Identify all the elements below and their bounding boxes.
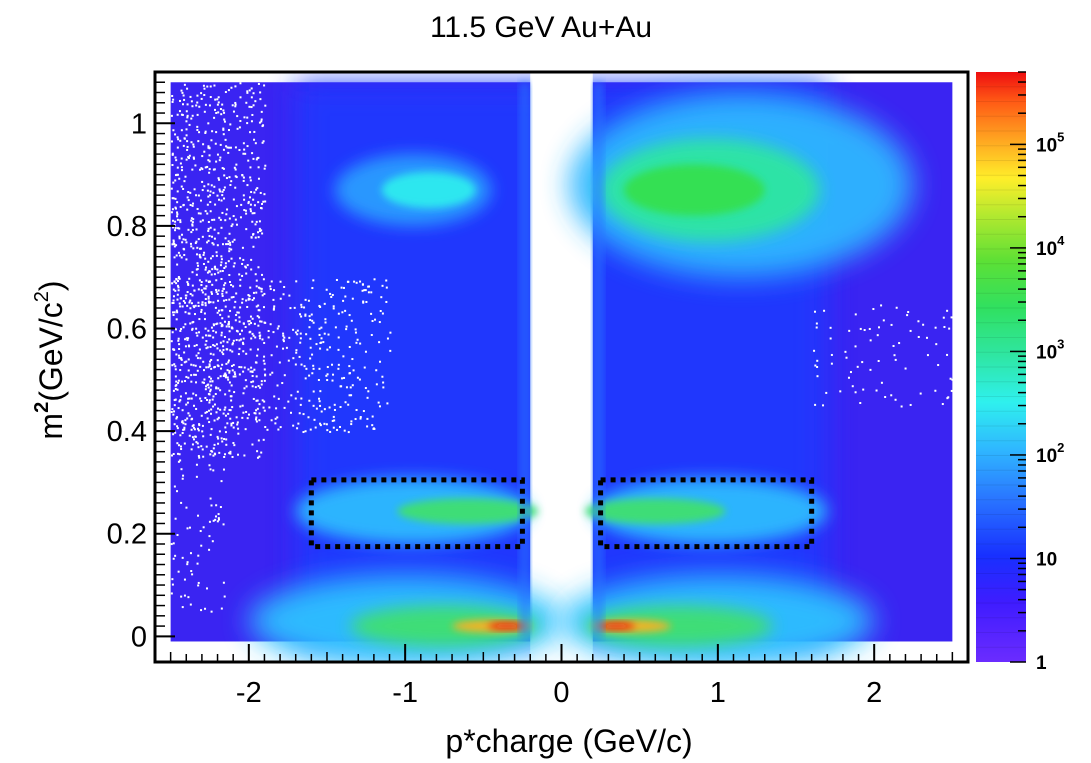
pion-band-neg-peak: [488, 623, 526, 630]
heatmap-area: [170, 72, 954, 662]
colorbar-tick-label: 102: [1036, 440, 1064, 467]
proton-band-neg-core: [381, 172, 476, 208]
selection-box-0: [308, 477, 525, 550]
x-tick-label: 1: [710, 677, 726, 709]
selection-box-1: [598, 477, 815, 550]
y-tick-label: 1: [131, 108, 147, 140]
y-label-close: ): [33, 280, 69, 291]
kaon-band-pos-core: [584, 498, 726, 524]
colorbar-tick-label: 105: [1036, 129, 1064, 156]
chart-title: 11.5 GeV Au+Au: [430, 11, 652, 44]
low-count-speckles: [170, 82, 954, 613]
colorbar-tick-label: 10: [1036, 549, 1057, 570]
y-tick-label: 0.2: [107, 519, 147, 551]
y-tick-label: 0: [131, 621, 147, 653]
x-axis-label: p*charge (GeV/c): [445, 723, 692, 759]
pion-band-pos-mid: [584, 605, 773, 647]
pion-band-neg-mid: [350, 605, 539, 647]
y-label-sup1: 2: [31, 402, 53, 413]
x-axis: -2 -1 0 1 2: [169, 644, 954, 709]
proton-band-pos-core: [624, 164, 765, 216]
selection-boxes: [308, 477, 815, 550]
x-tick-label: 0: [553, 677, 569, 709]
color-scale-bar: [976, 72, 1026, 662]
pion-band-pos-peak: [597, 623, 635, 630]
svg-text:m2(GeV/c2): m2(GeV/c2): [31, 280, 69, 439]
y-label-unit: (GeV/c: [33, 302, 69, 402]
y-tick-label: 0.8: [107, 211, 147, 243]
y-axis-label: m2(GeV/c2): [31, 280, 69, 439]
colorbar-tick-label: 1: [1036, 653, 1047, 674]
electron-line-pos: [592, 82, 604, 637]
electron-line-neg: [519, 82, 531, 637]
y-label-m: m: [33, 413, 69, 440]
kaon-band-neg-core: [397, 498, 539, 524]
x-tick-label: 2: [866, 677, 882, 709]
y-axis: 0 0.2 0.4 0.6 0.8 1: [107, 71, 175, 653]
colorbar-tick-label: 103: [1036, 336, 1064, 363]
y-tick-label: 0.6: [107, 314, 147, 346]
x-tick-label: -1: [392, 677, 418, 709]
color-scale: 1 10 102 103 104 105: [976, 71, 1065, 674]
y-label-sup2: 2: [31, 291, 53, 302]
x-tick-label: -2: [236, 677, 262, 709]
y-tick-label: 0.4: [107, 416, 147, 448]
colorbar-tick-label: 104: [1036, 233, 1065, 260]
